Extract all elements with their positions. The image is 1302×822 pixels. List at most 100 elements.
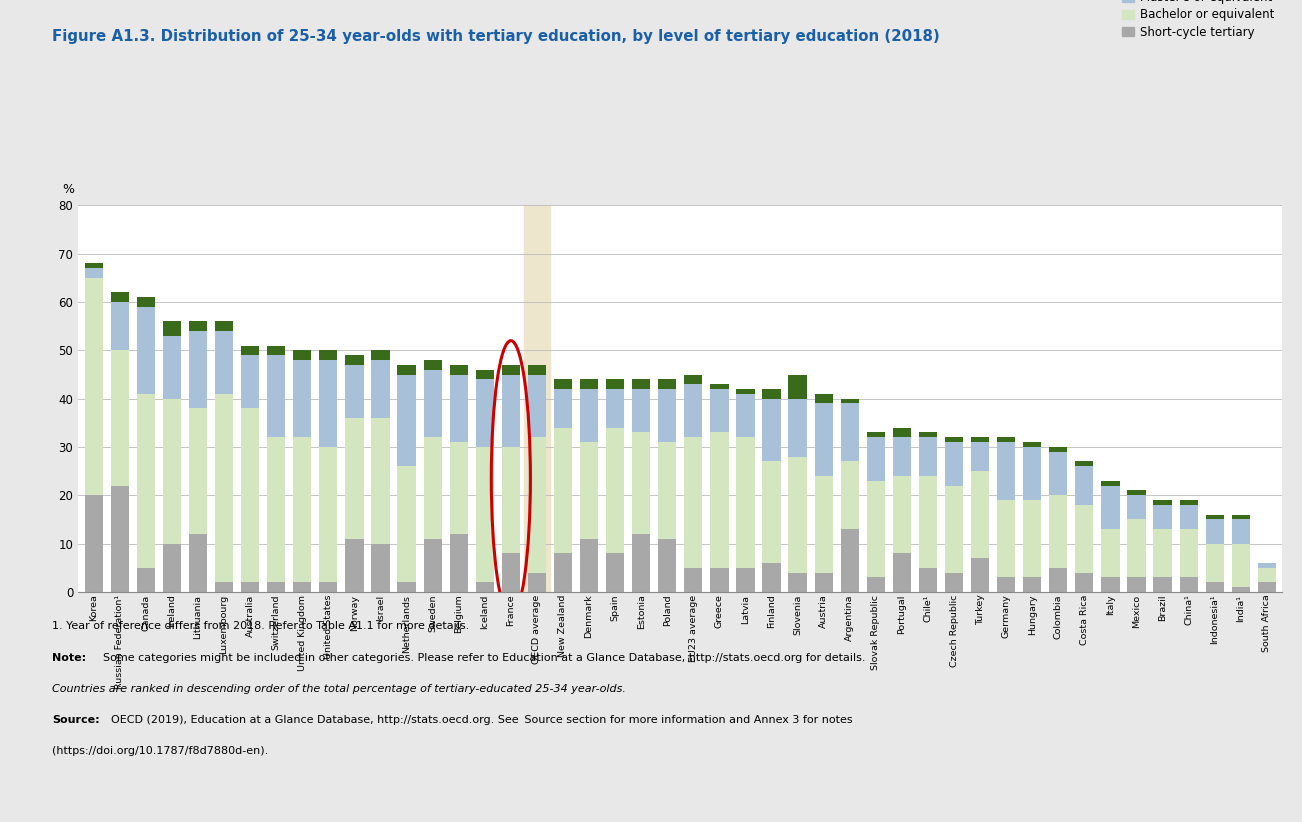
Bar [841, 399, 859, 404]
Bar [945, 486, 963, 572]
Bar [371, 418, 389, 543]
Bar [527, 437, 546, 572]
Bar [397, 365, 415, 375]
Bar [1206, 543, 1224, 582]
Bar [111, 302, 129, 350]
Bar [815, 572, 833, 592]
Bar [1101, 486, 1120, 529]
Bar [137, 394, 155, 568]
Bar [1154, 577, 1172, 592]
Bar [997, 437, 1016, 442]
Bar [1154, 505, 1172, 529]
Text: Note:: Note: [52, 653, 86, 663]
Bar [241, 582, 259, 592]
Bar [319, 350, 337, 360]
Bar [971, 471, 990, 558]
Bar [815, 476, 833, 572]
Bar [1232, 520, 1250, 543]
Bar [189, 331, 207, 409]
Bar [345, 365, 363, 418]
Bar [893, 427, 911, 437]
Bar [1075, 461, 1094, 466]
Bar [815, 394, 833, 404]
Bar [1101, 577, 1120, 592]
Bar [841, 529, 859, 592]
Bar [449, 365, 467, 375]
Bar [501, 365, 519, 375]
Bar [605, 553, 624, 592]
Bar [449, 375, 467, 442]
Bar [371, 360, 389, 418]
Bar [241, 355, 259, 409]
Bar [737, 389, 755, 394]
Bar [215, 582, 233, 592]
Bar [423, 538, 441, 592]
Bar [345, 355, 363, 365]
Bar [605, 379, 624, 389]
Bar [371, 543, 389, 592]
Bar [1258, 582, 1276, 592]
Bar [501, 447, 519, 553]
Bar [241, 345, 259, 355]
Bar [1049, 495, 1068, 568]
Bar [1180, 500, 1198, 505]
Bar [1023, 500, 1042, 577]
Bar [631, 379, 650, 389]
Bar [631, 534, 650, 592]
Bar [945, 572, 963, 592]
Bar [215, 331, 233, 394]
Bar [579, 389, 598, 442]
Bar [685, 437, 703, 568]
Bar [685, 384, 703, 437]
Bar [711, 432, 729, 568]
Bar [1206, 582, 1224, 592]
Bar [85, 495, 103, 592]
Bar [789, 375, 807, 399]
Bar [737, 568, 755, 592]
Bar [841, 404, 859, 461]
Bar [919, 568, 937, 592]
Bar [345, 418, 363, 538]
Bar [319, 447, 337, 582]
Bar [137, 568, 155, 592]
Bar [711, 384, 729, 389]
Bar [867, 577, 885, 592]
Bar [189, 321, 207, 331]
Bar [971, 558, 990, 592]
Bar [945, 437, 963, 442]
Bar [449, 442, 467, 534]
Bar [997, 500, 1016, 577]
Bar [1023, 577, 1042, 592]
Bar [658, 442, 676, 538]
Bar [605, 389, 624, 427]
Bar [215, 321, 233, 331]
Bar [449, 534, 467, 592]
Text: 1. Year of reference differs from 2018. Refer to Table A1.1 for more details.: 1. Year of reference differs from 2018. … [52, 621, 469, 630]
Bar [319, 360, 337, 447]
Bar [867, 432, 885, 437]
Text: %: % [62, 182, 74, 196]
Bar [553, 553, 572, 592]
Bar [501, 553, 519, 592]
Bar [423, 437, 441, 538]
Bar [867, 481, 885, 577]
Bar [423, 370, 441, 437]
Bar [658, 538, 676, 592]
Bar [579, 379, 598, 389]
Bar [1154, 529, 1172, 577]
Bar [763, 563, 781, 592]
Text: (https://doi.org/10.1787/f8d7880d-en).: (https://doi.org/10.1787/f8d7880d-en). [52, 746, 268, 755]
Bar [1075, 572, 1094, 592]
Bar [685, 375, 703, 384]
Bar [319, 582, 337, 592]
Bar [215, 394, 233, 582]
Bar [1180, 577, 1198, 592]
Bar [919, 432, 937, 437]
Bar [631, 432, 650, 534]
Legend: Doctoral or equivalent, Master's or equivalent, Bachelor or equivalent, Short-cy: Doctoral or equivalent, Master's or equi… [1120, 0, 1276, 41]
Bar [371, 350, 389, 360]
Bar [475, 379, 493, 447]
Bar [763, 389, 781, 399]
Bar [685, 568, 703, 592]
Bar [971, 437, 990, 442]
